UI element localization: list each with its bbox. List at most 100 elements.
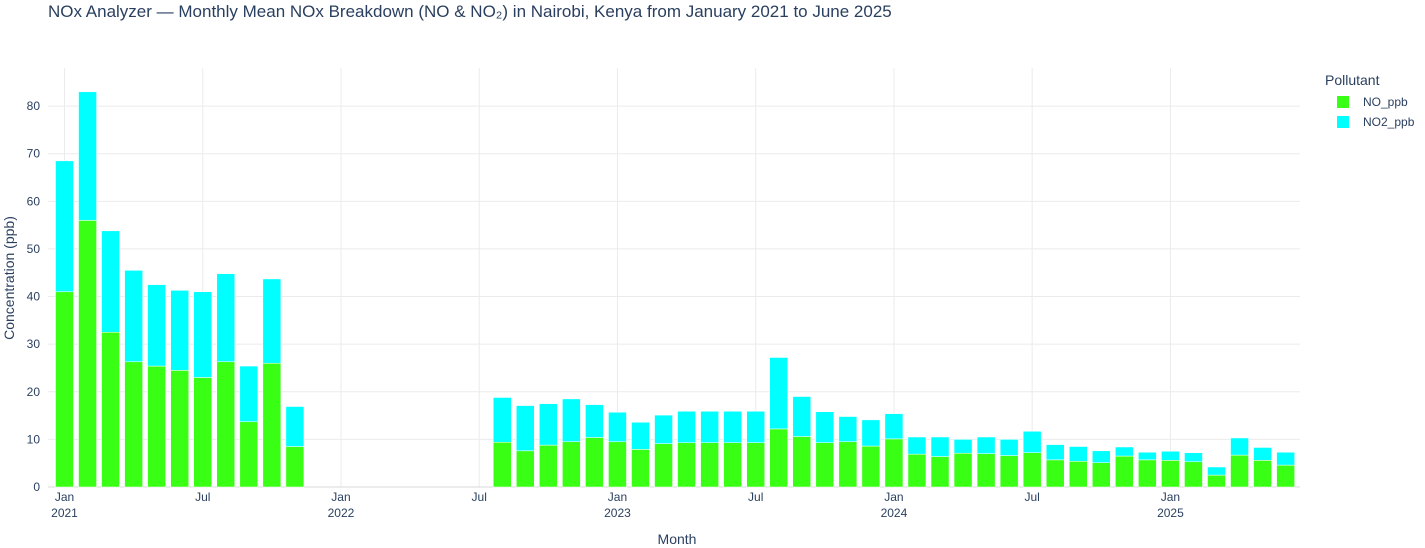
bar-no-ppb-2022-12 [585, 437, 604, 488]
bar-no2-ppb-2024-12 [1138, 451, 1157, 461]
bar-no-ppb-2023-09 [792, 436, 812, 488]
y-tick-label: 40 [27, 290, 41, 304]
bar-no-ppb-2024-11 [1115, 455, 1134, 488]
x-tick-label: Jul [748, 490, 763, 504]
bar-no2-ppb-2022-08 [493, 397, 512, 443]
bar-no-ppb-2023-01 [608, 441, 627, 488]
legend-swatch-no2 [1337, 116, 1349, 128]
bar-no-ppb-2024-06 [999, 455, 1019, 488]
bar-no-ppb-2024-07 [1022, 452, 1042, 488]
y-tick-label: 30 [27, 337, 41, 351]
legend-label-no2: NO2_ppb [1363, 115, 1415, 129]
y-tick-label: 70 [27, 147, 41, 161]
bar-no2-ppb-2021-11 [285, 406, 305, 447]
bar-no-ppb-2021-09 [239, 421, 259, 488]
bar-no2-ppb-2022-12 [585, 404, 604, 438]
bar-no-ppb-2021-06 [170, 370, 189, 488]
bar-no-ppb-2024-03 [930, 456, 950, 488]
bar-no2-ppb-2021-02 [78, 91, 97, 221]
bar-no-ppb-2023-10 [815, 442, 835, 488]
x-tick-label: Jul [195, 490, 210, 504]
grid-lines [48, 68, 1300, 488]
x-tick-label: Jul [1025, 490, 1040, 504]
bar-no-ppb-2025-05 [1253, 460, 1272, 488]
y-tick-label: 60 [27, 194, 41, 208]
x-tick-label: Jan [55, 490, 74, 504]
bar-no-ppb-2023-04 [677, 442, 696, 488]
legend: Pollutant NO_ppb NO2_ppb [1325, 72, 1414, 132]
y-tick-label: 20 [27, 385, 41, 399]
bar-no-ppb-2024-12 [1138, 459, 1157, 488]
x-tick-year-label: 2025 [1157, 506, 1184, 520]
bar-no2-ppb-2024-07 [1022, 431, 1042, 453]
bar-no2-ppb-2025-01 [1161, 451, 1180, 461]
x-tick-label: Jan [331, 490, 350, 504]
bar-no2-ppb-2025-06 [1276, 451, 1295, 466]
bar-no2-ppb-2024-10 [1092, 450, 1111, 463]
bar-no2-ppb-2021-01 [55, 160, 74, 293]
bar-no2-ppb-2022-10 [539, 403, 558, 446]
y-tick-label: 80 [27, 99, 41, 113]
bar-no2-ppb-2023-11 [838, 416, 858, 443]
bar-no-ppb-2025-03 [1207, 474, 1226, 488]
bar-no2-ppb-2024-01 [884, 413, 904, 440]
bar-no2-ppb-2024-11 [1115, 446, 1134, 457]
bar-no2-ppb-2021-03 [101, 230, 120, 333]
bar-no-ppb-2024-10 [1092, 462, 1111, 488]
legend-item-no2[interactable]: NO2_ppb [1325, 112, 1414, 132]
bar-no-ppb-2022-10 [539, 444, 558, 488]
bar-no-ppb-2024-09 [1069, 461, 1088, 488]
y-tick-label: 50 [27, 242, 41, 256]
bar-no2-ppb-2023-03 [654, 414, 673, 444]
y-tick-label: 0 [33, 480, 40, 494]
legend-label-no: NO_ppb [1363, 95, 1408, 109]
bar-no2-ppb-2024-05 [976, 436, 996, 454]
x-tick-year-label: 2021 [51, 506, 78, 520]
bar-no-ppb-2023-06 [723, 442, 742, 488]
bar-no2-ppb-2023-08 [769, 357, 788, 430]
bar-no-ppb-2022-09 [516, 450, 535, 488]
bar-no2-ppb-2023-09 [792, 396, 812, 437]
bar-no2-ppb-2025-05 [1253, 447, 1272, 461]
axes: 0 10 20 30 40 50 60 70 80 Jan 2021 Jul Jan 2022 Jul Jan… [27, 99, 1184, 520]
y-axis-title: Concentration (ppb) [1, 216, 17, 340]
legend-item-no[interactable]: NO_ppb [1325, 92, 1414, 112]
bar-no-ppb-2021-08 [216, 361, 236, 488]
bar-no2-ppb-2025-02 [1184, 452, 1203, 463]
bar-no-ppb-2025-02 [1184, 461, 1203, 488]
bar-no2-ppb-2023-05 [700, 411, 719, 443]
bar-no2-ppb-2023-07 [746, 411, 765, 443]
bar-no-ppb-2023-03 [654, 443, 673, 488]
y-tick-label: 10 [27, 432, 41, 446]
bars [55, 91, 1295, 488]
x-tick-label: Jan [1161, 490, 1180, 504]
bar-no-ppb-2025-06 [1276, 464, 1295, 488]
bar-no-ppb-2025-04 [1230, 454, 1249, 488]
bar-no-ppb-2023-07 [746, 442, 765, 488]
bar-no-ppb-2024-04 [953, 452, 973, 488]
bar-no-ppb-2023-02 [631, 449, 650, 488]
bar-no2-ppb-2021-04 [124, 270, 143, 363]
bar-no-ppb-2023-08 [769, 428, 788, 488]
bar-no-ppb-2021-07 [193, 377, 212, 488]
x-tick-year-label: 2022 [328, 506, 355, 520]
bar-no2-ppb-2021-10 [262, 278, 282, 364]
bar-no-ppb-2021-05 [147, 365, 166, 488]
bar-no-ppb-2021-10 [262, 362, 282, 488]
bar-no2-ppb-2024-08 [1045, 444, 1065, 461]
bar-no-ppb-2022-11 [562, 441, 581, 488]
bar-no2-ppb-2022-09 [516, 405, 535, 452]
bar-no2-ppb-2023-06 [723, 411, 742, 443]
x-tick-label: Jan [608, 490, 627, 504]
bar-no-ppb-2022-08 [493, 441, 512, 488]
bar-no-ppb-2023-11 [838, 441, 858, 488]
bar-no2-ppb-2023-10 [815, 411, 835, 443]
bar-no2-ppb-2024-06 [999, 439, 1019, 456]
bar-no2-ppb-2023-01 [608, 411, 627, 443]
bar-no-ppb-2024-05 [976, 453, 996, 488]
x-axis-title: Month [658, 531, 697, 547]
bar-no2-ppb-2021-06 [170, 290, 189, 371]
bar-no-ppb-2021-04 [124, 361, 143, 488]
bar-no2-ppb-2021-08 [216, 273, 236, 363]
bar-no-ppb-2021-11 [285, 446, 305, 488]
